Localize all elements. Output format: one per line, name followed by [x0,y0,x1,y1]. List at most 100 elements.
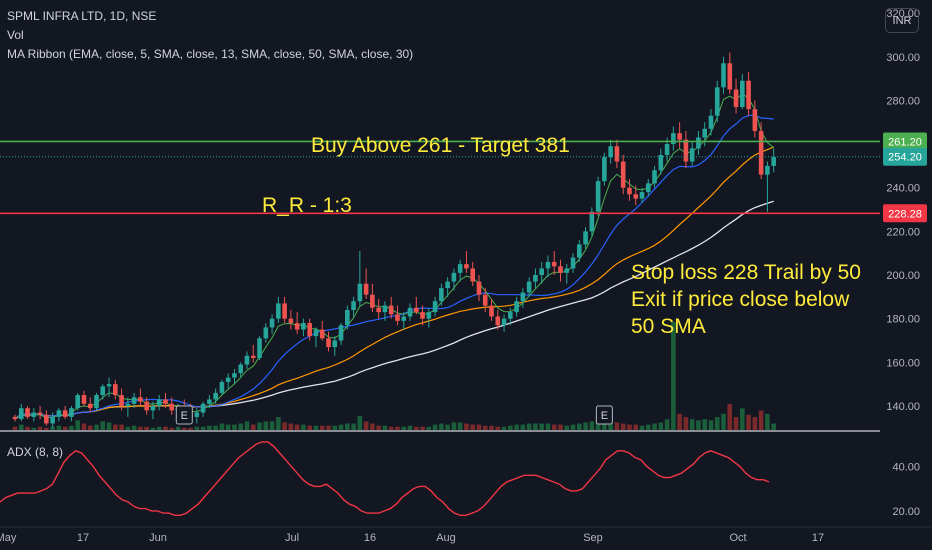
candle-body[interactable] [633,194,639,199]
candle-body[interactable] [620,161,626,188]
candle-body[interactable] [338,325,344,341]
candle-body[interactable] [627,187,632,195]
candle-body[interactable] [432,301,438,313]
candle-body[interactable] [652,170,657,184]
candle-body[interactable] [545,261,551,269]
candle-body[interactable] [752,109,758,131]
candle-body[interactable] [708,115,714,129]
candle-body[interactable] [370,294,375,308]
candle-body[interactable] [489,305,494,317]
candle-body[interactable] [250,355,256,358]
candle-body[interactable] [445,281,450,289]
ma-ribbon-legend[interactable]: MA Ribbon (EMA, close, 5, SMA, close, 13… [7,47,414,61]
candle-body[interactable] [163,399,168,404]
candle-body[interactable] [219,381,225,393]
candle-body[interactable] [395,314,400,321]
candle-body[interactable] [44,414,49,424]
price-label-tag[interactable] [883,204,927,223]
candle-body[interactable] [363,283,369,295]
candle-body[interactable] [639,192,645,199]
candle-body[interactable] [426,312,432,319]
volume-legend[interactable]: Vol [7,28,24,42]
candle-body[interactable] [551,261,557,267]
candle-body[interactable] [125,403,131,406]
candle-body[interactable] [740,80,745,107]
candle-body[interactable] [577,244,582,258]
candle-body[interactable] [771,157,776,166]
candle-body[interactable] [501,318,507,326]
candle-body[interactable] [207,399,212,404]
candle-body[interactable] [677,133,682,140]
candle-body[interactable] [495,316,501,326]
candle-body[interactable] [683,139,689,162]
symbol-title[interactable]: SPML INFRA LTD, 1D, NSE [7,9,157,23]
adx-legend[interactable]: ADX (8, 8) [7,445,64,459]
candle-body[interactable] [31,412,37,417]
candle-body[interactable] [313,329,319,337]
candle-body[interactable] [539,268,544,276]
candle-body[interactable] [94,395,99,409]
candle-body[interactable] [345,309,350,326]
candle-body[interactable] [213,392,218,400]
candle-body[interactable] [595,181,601,212]
candle-body[interactable] [156,399,162,406]
candle-body[interactable] [87,403,93,409]
candle-body[interactable] [464,264,469,269]
candle-body[interactable] [388,305,394,315]
candle-body[interactable] [526,281,532,293]
candle-body[interactable] [288,318,294,324]
candle-body[interactable] [407,307,413,317]
candle-body[interactable] [451,272,457,282]
candle-body[interactable] [401,316,407,321]
candle-body[interactable] [727,63,733,90]
candle-body[interactable] [301,323,306,330]
candle-body[interactable] [138,397,143,402]
candle-body[interactable] [413,307,419,313]
candle-body[interactable] [420,312,425,319]
candle-body[interactable] [200,403,206,413]
candle-body[interactable] [583,231,588,245]
candle-body[interactable] [570,257,576,269]
candle-body[interactable] [81,395,87,404]
candle-body[interactable] [702,128,707,138]
candle-body[interactable] [106,384,112,387]
candle-body[interactable] [589,211,595,232]
candle-body[interactable] [12,416,18,420]
candle-body[interactable] [457,264,463,273]
candle-body[interactable] [307,323,312,337]
candle-body[interactable] [508,312,513,319]
candle-body[interactable] [689,148,695,162]
candle-body[interactable] [482,294,488,306]
candle-body[interactable] [194,412,200,417]
candle-body[interactable] [520,292,526,302]
candle-body[interactable] [169,403,175,411]
candle-body[interactable] [376,307,381,313]
candle-body[interactable] [382,305,388,313]
candle-body[interactable] [244,355,250,365]
candle-body[interactable] [746,80,751,110]
candle-body[interactable] [714,87,720,116]
candle-body[interactable] [758,130,764,175]
candle-body[interactable] [56,410,62,417]
candle-body[interactable] [602,157,607,182]
candle-body[interactable] [62,410,68,417]
candle-body[interactable] [608,146,613,158]
candle-body[interactable] [476,281,482,295]
candle-body[interactable] [326,338,331,348]
candle-body[interactable] [282,303,287,319]
price-label-tag[interactable] [883,147,927,166]
candle-body[interactable] [75,395,80,409]
candle-body[interactable] [470,268,476,282]
candle-body[interactable] [232,373,237,378]
currency-button[interactable]: INR [885,8,919,33]
candle-body[interactable] [533,275,538,282]
candle-body[interactable] [332,340,338,348]
candle-body[interactable] [263,327,269,339]
candle-body[interactable] [113,384,118,396]
candle-body[interactable] [721,63,726,88]
candle-body[interactable] [100,386,106,396]
candle-body[interactable] [733,89,739,107]
price-label-tag[interactable] [883,132,927,151]
candle-body[interactable] [439,288,444,302]
